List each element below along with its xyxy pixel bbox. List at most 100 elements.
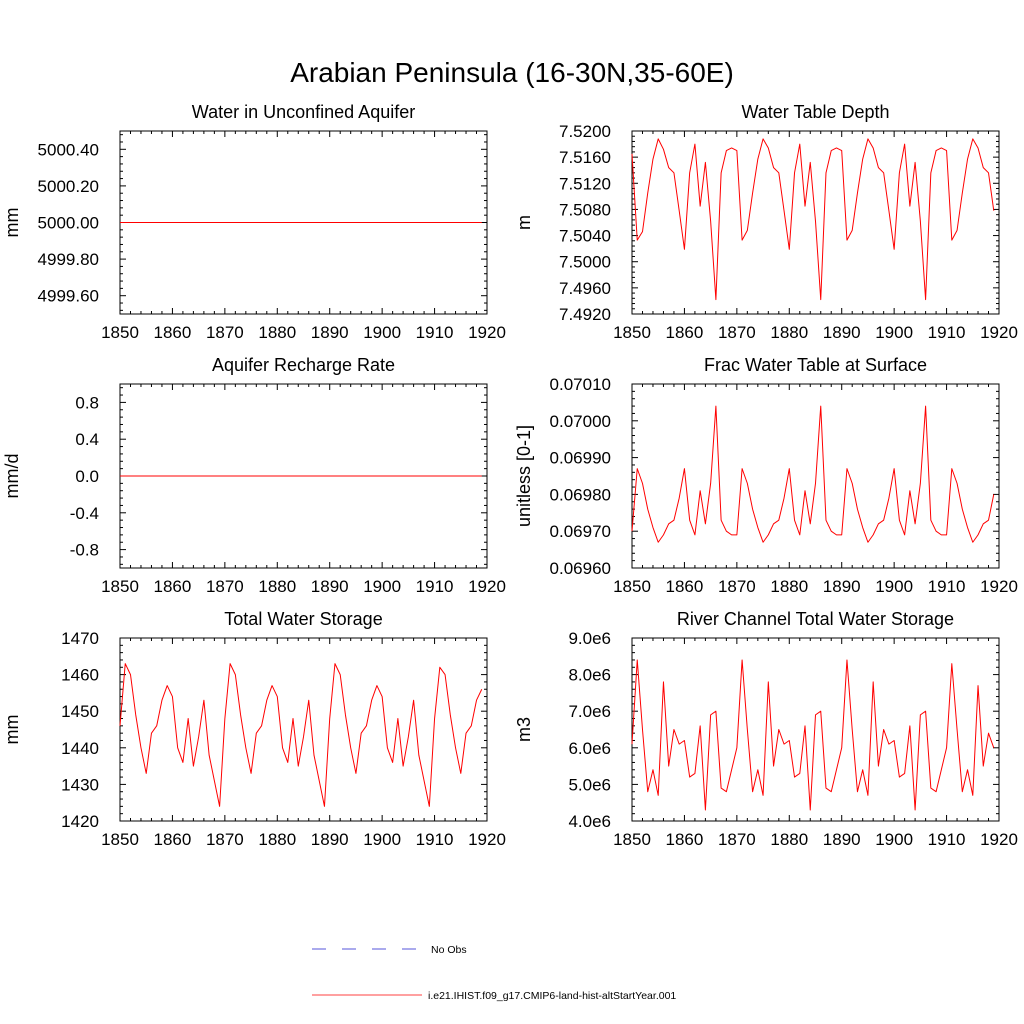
x-tick-label: 1850 — [101, 323, 139, 342]
x-tick-label: 1920 — [980, 323, 1018, 342]
chart-panel-1: Water in Unconfined Aquifer mm 1850 1860 187… — [2, 102, 506, 342]
x-tick-label: 1850 — [101, 577, 139, 596]
plot-frame — [631, 383, 1000, 569]
y-tick-label: 7.5200 — [559, 122, 611, 141]
y-tick-label: 1420 — [61, 812, 99, 831]
y-tick-label: 5000.40 — [38, 140, 99, 159]
y-tick-label: 1470 — [61, 629, 99, 648]
y-tick-label: 0.06960 — [550, 559, 611, 578]
x-tick-label: 1860 — [666, 323, 704, 342]
chart-panel-2: Water Table Depth m 1850 1860 1870 1880 1890 19… — [514, 102, 1018, 342]
x-tick-label: 1890 — [823, 577, 861, 596]
y-tick-label: 0.4 — [75, 430, 99, 449]
x-tick-label: 1870 — [718, 323, 756, 342]
x-tick-label: 1860 — [154, 323, 192, 342]
x-tick-label: 1860 — [154, 830, 192, 849]
y-tick-label: 5000.20 — [38, 177, 99, 196]
plot-frame — [631, 130, 1000, 315]
x-tick-label: 1880 — [770, 577, 808, 596]
y-tick-label: 7.4960 — [559, 279, 611, 298]
y-tick-label: 7.4920 — [559, 305, 611, 324]
x-tick-label: 1920 — [980, 577, 1018, 596]
y-tick-label: -0.8 — [70, 541, 99, 560]
y-tick-label: 7.5160 — [559, 148, 611, 167]
y-axis-label: m3 — [514, 717, 534, 742]
panel-title: Aquifer Recharge Rate — [212, 355, 395, 375]
y-tick-label: 1450 — [61, 702, 99, 721]
x-tick-label: 1900 — [363, 830, 401, 849]
x-tick-label: 1900 — [363, 577, 401, 596]
y-tick-label: 0.8 — [75, 393, 99, 412]
y-tick-label: 4999.80 — [38, 250, 99, 269]
series-line — [631, 138, 995, 301]
x-tick-label: 1920 — [468, 577, 506, 596]
x-tick-label: 1880 — [258, 323, 296, 342]
y-axis-label: mm/d — [2, 454, 22, 499]
y-tick-label: 5000.00 — [38, 214, 99, 233]
x-tick-label: 1860 — [666, 830, 704, 849]
x-tick-label: 1870 — [718, 577, 756, 596]
y-tick-label: 9.0e6 — [568, 629, 611, 648]
y-tick-label: 1440 — [61, 739, 99, 758]
x-tick-label: 1890 — [823, 323, 861, 342]
y-tick-label: 0.07000 — [550, 412, 611, 431]
y-tick-label: 0.06970 — [550, 522, 611, 541]
x-tick-label: 1860 — [154, 577, 192, 596]
x-tick-label: 1910 — [416, 323, 454, 342]
y-tick-label: 7.5000 — [559, 253, 611, 272]
y-axis-label: mm — [2, 208, 22, 238]
x-tick-label: 1910 — [928, 323, 966, 342]
x-tick-label: 1850 — [613, 323, 651, 342]
x-tick-label: 1850 — [613, 830, 651, 849]
x-tick-label: 1870 — [718, 830, 756, 849]
x-tick-label: 1880 — [258, 577, 296, 596]
x-tick-label: 1900 — [875, 577, 913, 596]
y-tick-label: 4999.60 — [38, 287, 99, 306]
x-tick-label: 1870 — [206, 577, 244, 596]
y-tick-label: -0.4 — [70, 504, 99, 523]
panel-title: Frac Water Table at Surface — [704, 355, 927, 375]
x-tick-label: 1880 — [258, 830, 296, 849]
y-axis-label: m — [514, 215, 534, 230]
chart-panel-6: River Channel Total Water Storage m3 1850 1… — [514, 609, 1018, 849]
x-tick-label: 1870 — [206, 323, 244, 342]
chart-panel-3: Aquifer Recharge Rate mm/d 1850 1860 1870 188… — [2, 355, 506, 596]
series-line — [631, 659, 995, 811]
panels: Water in Unconfined Aquifer mm 1850 1860 187… — [2, 102, 1018, 849]
y-tick-label: 8.0e6 — [568, 666, 611, 685]
x-tick-label: 1890 — [311, 323, 349, 342]
x-tick-label: 1920 — [468, 830, 506, 849]
x-tick-label: 1890 — [823, 830, 861, 849]
panel-title: River Channel Total Water Storage — [677, 609, 954, 629]
chart-panel-4: Frac Water Table at Surface unitless [0-1… — [514, 355, 1018, 596]
y-tick-label: 7.5040 — [559, 227, 611, 246]
x-tick-label: 1920 — [468, 323, 506, 342]
y-tick-label: 6.0e6 — [568, 739, 611, 758]
panel-title: Water in Unconfined Aquifer — [192, 102, 415, 122]
x-tick-label: 1850 — [101, 830, 139, 849]
chart-panel-5: Total Water Storage mm 1850 1860 1870 1880 189… — [2, 609, 506, 849]
y-tick-label: 4.0e6 — [568, 812, 611, 831]
x-tick-label: 1870 — [206, 830, 244, 849]
y-tick-label: 0.0 — [75, 467, 99, 486]
plot-frame — [631, 637, 1000, 822]
y-tick-label: 7.5120 — [559, 174, 611, 193]
series-line — [119, 663, 483, 807]
y-tick-label: 1430 — [61, 775, 99, 794]
y-tick-label: 7.0e6 — [568, 702, 611, 721]
y-tick-label: 0.06990 — [550, 449, 611, 468]
x-tick-label: 1900 — [875, 323, 913, 342]
x-tick-label: 1890 — [311, 577, 349, 596]
y-tick-label: 0.07010 — [550, 375, 611, 394]
y-tick-label: 1460 — [61, 666, 99, 685]
legend-label-model: i.e21.IHIST.f09_g17.CMIP6-land-hist-altS… — [428, 990, 676, 1002]
x-tick-label: 1860 — [666, 577, 704, 596]
x-tick-label: 1900 — [875, 830, 913, 849]
y-axis-label: mm — [2, 715, 22, 745]
x-tick-label: 1910 — [416, 830, 454, 849]
y-tick-label: 7.5080 — [559, 200, 611, 219]
y-axis-label: unitless [0-1] — [514, 425, 534, 527]
x-tick-label: 1920 — [980, 830, 1018, 849]
y-tick-label: 0.06980 — [550, 485, 611, 504]
